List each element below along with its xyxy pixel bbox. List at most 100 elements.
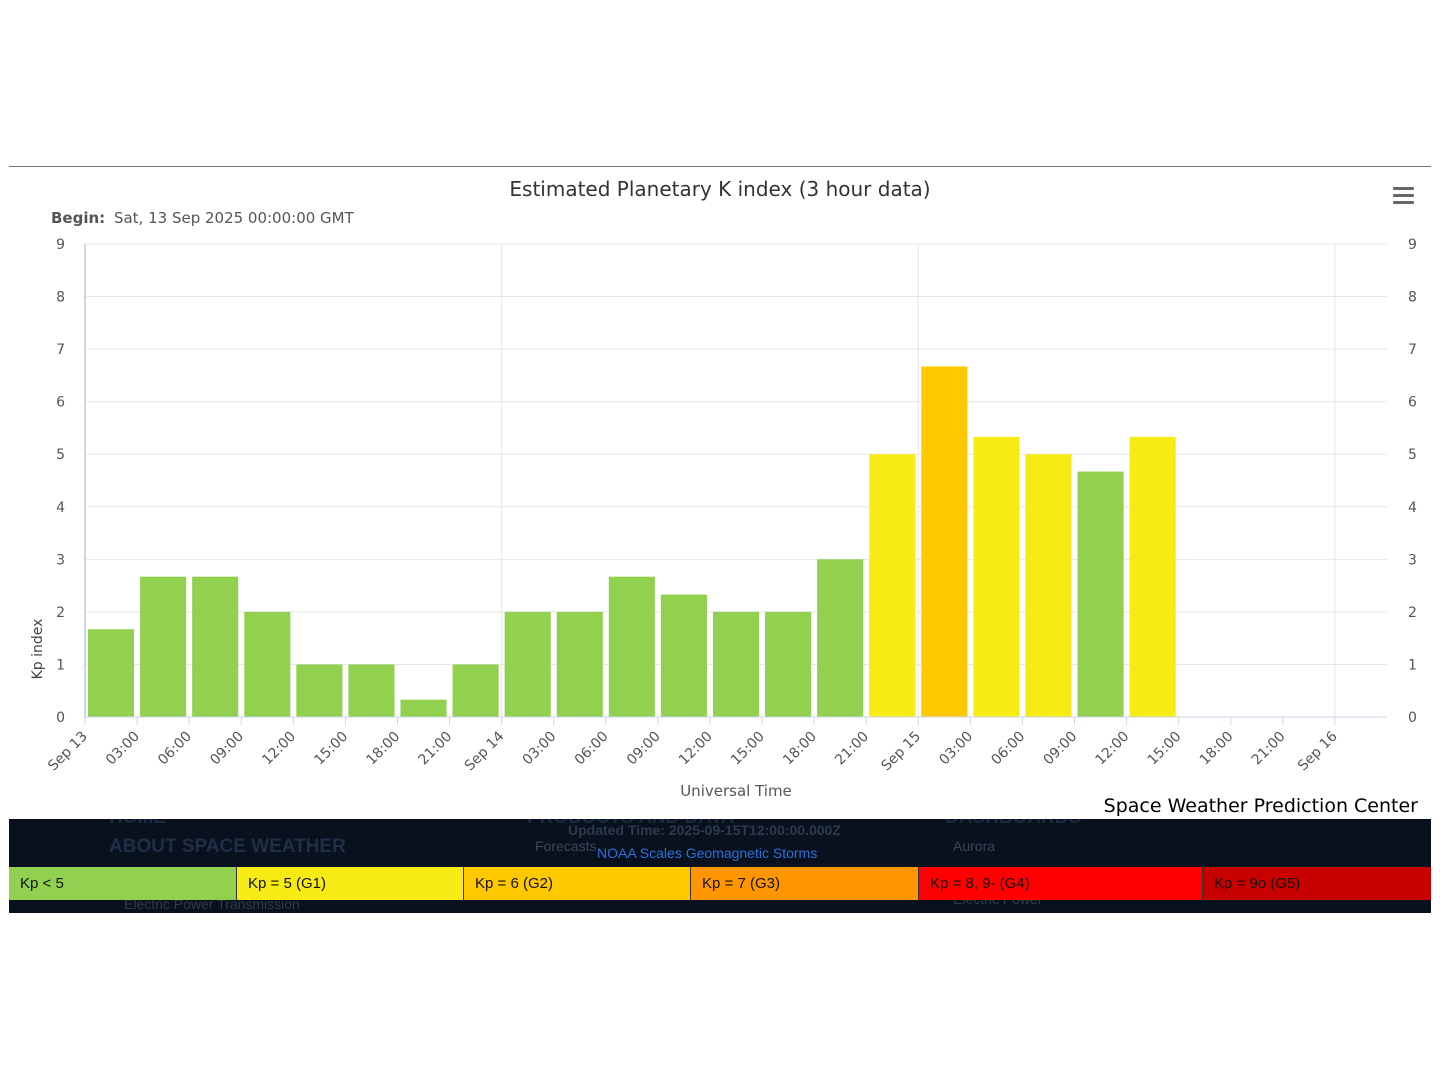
y-tick-label-right: 7 [1408, 342, 1417, 358]
kp-scale-segment: Kp = 7 (G3) [691, 867, 919, 900]
kp-bar [140, 576, 187, 717]
kp-bar [1025, 454, 1072, 717]
y-tick-label-right: 2 [1408, 605, 1417, 621]
y-tick-label-left: 6 [56, 395, 65, 411]
footer-bg-products: PRODUCTS AND DATA [527, 819, 735, 829]
kp-bar [817, 559, 864, 717]
x-tick-label: 21:00 [416, 729, 456, 769]
kp-bar [973, 436, 1020, 717]
chart-context-menu-button[interactable] [1388, 182, 1418, 208]
y-tick-label-left: 5 [56, 447, 65, 463]
bar-series [88, 366, 1176, 717]
x-tick-label: 09:00 [1040, 729, 1080, 769]
kp-bar [712, 611, 760, 717]
y-tick-label-left: 7 [56, 342, 65, 358]
x-tick-label: 18:00 [780, 729, 820, 769]
chart-title: Estimated Planetary K index (3 hour data… [509, 177, 930, 201]
kp-scale-segment: Kp = 5 (G1) [237, 867, 464, 900]
x-tick-label: 21:00 [1249, 729, 1289, 769]
x-tick-label: 12:00 [676, 729, 716, 769]
footer-bg-electric-power-transmission: Electric Power Transmission [124, 896, 300, 912]
y-tick-label-left: 0 [56, 710, 65, 726]
x-tick-label: 15:00 [1145, 729, 1185, 769]
kp-scale-segment: Kp = 8, 9- (G4) [919, 867, 1203, 900]
x-tick-label: 06:00 [572, 729, 612, 769]
subtitle-begin-value: Sat, 13 Sep 2025 00:00:00 GMT [114, 209, 355, 227]
y-tick-label-left: 9 [56, 237, 65, 253]
footer-bg-aurora: Aurora [953, 838, 996, 854]
footer-bg-about: ABOUT SPACE WEATHER [109, 836, 346, 857]
kp-scale-segment: Kp = 9o (G5) [1203, 867, 1431, 900]
subtitle-begin-label: Begin: [51, 209, 105, 227]
kp-index-chart: Estimated Planetary K index (3 hour data… [30, 177, 1417, 800]
y-tick-label-right: 3 [1408, 552, 1417, 568]
y-tick-label-left: 2 [56, 605, 65, 621]
footer-bg-forecasts: Forecasts [535, 838, 597, 854]
x-tick-label: Sep 13 [45, 729, 91, 775]
axes [84, 244, 1387, 718]
y-axis-right-ticks: 0 1 2 3 4 5 6 7 8 9 [1408, 237, 1417, 726]
x-tick-label: 03:00 [520, 729, 560, 769]
x-tick-label: 12:00 [1093, 729, 1133, 769]
footer-bg-home: HOME [109, 819, 166, 829]
y-tick-label-right: 5 [1408, 447, 1417, 463]
x-tick-label: 09:00 [624, 729, 664, 769]
kp-bar [88, 629, 135, 717]
kp-bar [244, 611, 291, 717]
menu-line-icon [1393, 201, 1414, 204]
x-tick-label: 15:00 [311, 729, 351, 769]
kp-bar [608, 576, 655, 717]
kp-bar [660, 594, 707, 717]
y-tick-label-left: 1 [56, 657, 65, 673]
x-tick-label: 03:00 [103, 729, 143, 769]
x-axis-title: Universal Time [680, 782, 792, 800]
kp-bar [1129, 436, 1176, 717]
kp-bar [192, 576, 239, 717]
kp-bar [400, 699, 447, 717]
x-axis-ticks: Sep 13 03:00 06:00 09:00 12:00 15:00 18:00 21:0… [45, 717, 1341, 774]
kp-bar [921, 366, 968, 717]
kp-bar [348, 664, 395, 717]
x-tick-label: 09:00 [207, 729, 247, 769]
footer-bg-dashboards: DASHBOARDS [945, 819, 1081, 829]
x-tick-label: 18:00 [363, 729, 403, 769]
x-tick-label: Sep 15 [878, 729, 924, 775]
noaa-scales-link[interactable]: NOAA Scales Geomagnetic Storms [597, 845, 818, 861]
kp-bar [556, 611, 603, 717]
x-tick-label: Sep 16 [1295, 728, 1341, 774]
kp-bar [1077, 471, 1124, 717]
x-tick-label: 15:00 [728, 729, 768, 769]
y-tick-label-right: 0 [1408, 710, 1417, 726]
y-tick-label-right: 4 [1408, 500, 1417, 516]
y-tick-label-left: 8 [56, 290, 65, 306]
kp-scale-legend-bar: Kp < 5 Kp = 5 (G1) Kp = 6 (G2) Kp = 7 (G3) K… [9, 867, 1431, 900]
kp-bar [869, 454, 916, 717]
chart-credits[interactable]: Space Weather Prediction Center [1103, 795, 1418, 817]
x-tick-label: Sep 14 [462, 728, 508, 774]
y-tick-label-left: 3 [56, 552, 65, 568]
x-tick-label: 12:00 [259, 729, 299, 769]
top-divider [9, 166, 1431, 167]
kp-bar [765, 611, 812, 717]
y-tick-label-right: 8 [1408, 290, 1417, 306]
kp-scale-segment: Kp = 6 (G2) [464, 867, 691, 900]
x-tick-label: 03:00 [936, 729, 976, 769]
x-tick-label: 21:00 [832, 729, 872, 769]
menu-line-icon [1393, 187, 1414, 190]
x-tick-label: 18:00 [1197, 729, 1237, 769]
kp-bar [296, 664, 343, 717]
kp-bar [504, 611, 551, 717]
y-tick-label-right: 1 [1408, 657, 1417, 673]
y-axis-title: Kp index [30, 619, 46, 680]
grid-lines [85, 243, 1387, 718]
y-tick-label-left: 4 [56, 500, 65, 516]
y-tick-label-right: 9 [1408, 237, 1417, 253]
menu-line-icon [1393, 194, 1414, 197]
kp-bar [452, 664, 499, 717]
x-tick-label: 06:00 [988, 729, 1028, 769]
x-tick-label: 06:00 [155, 729, 195, 769]
footer-updated-time: Updated Time: 2025-09-15T12:00:00.000Z [568, 822, 841, 838]
kp-scale-segment: Kp < 5 [9, 867, 237, 900]
chart-subtitle: Begin: Sat, 13 Sep 2025 00:00:00 GMT [51, 209, 355, 227]
footer-overlay: HOME ABOUT SPACE WEATHER PRODUCTS AND DA… [9, 819, 1431, 913]
